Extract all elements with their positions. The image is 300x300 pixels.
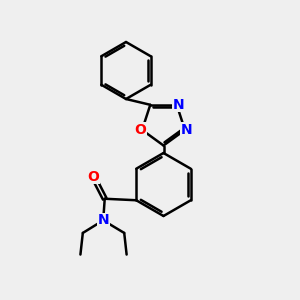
Text: N: N bbox=[172, 98, 184, 112]
Text: N: N bbox=[181, 123, 192, 137]
Text: N: N bbox=[98, 213, 109, 227]
Text: O: O bbox=[135, 123, 146, 137]
Text: O: O bbox=[88, 169, 100, 184]
